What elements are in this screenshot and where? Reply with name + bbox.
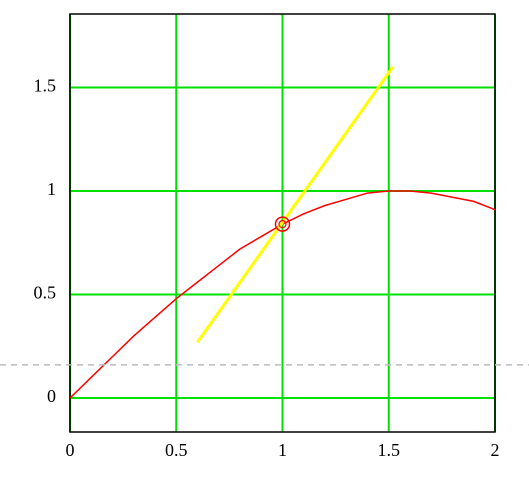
- point-marker-inner: [278, 220, 287, 229]
- x-tick-label: 2: [491, 440, 500, 460]
- x-tick-label: 1: [278, 440, 287, 460]
- x-tick-label: 1.5: [378, 440, 401, 460]
- point-marker: [274, 216, 291, 232]
- y-tick-label: 0.5: [34, 283, 57, 303]
- y-tick-label: 1: [47, 179, 56, 199]
- y-tick-label: 1.5: [34, 76, 57, 96]
- data-line: [196, 65, 395, 344]
- x-tick-label: 0.5: [165, 440, 188, 460]
- y-tick-label: 0: [47, 386, 56, 406]
- x-tick-label: 0: [66, 440, 75, 460]
- plot-frame: [69, 13, 496, 433]
